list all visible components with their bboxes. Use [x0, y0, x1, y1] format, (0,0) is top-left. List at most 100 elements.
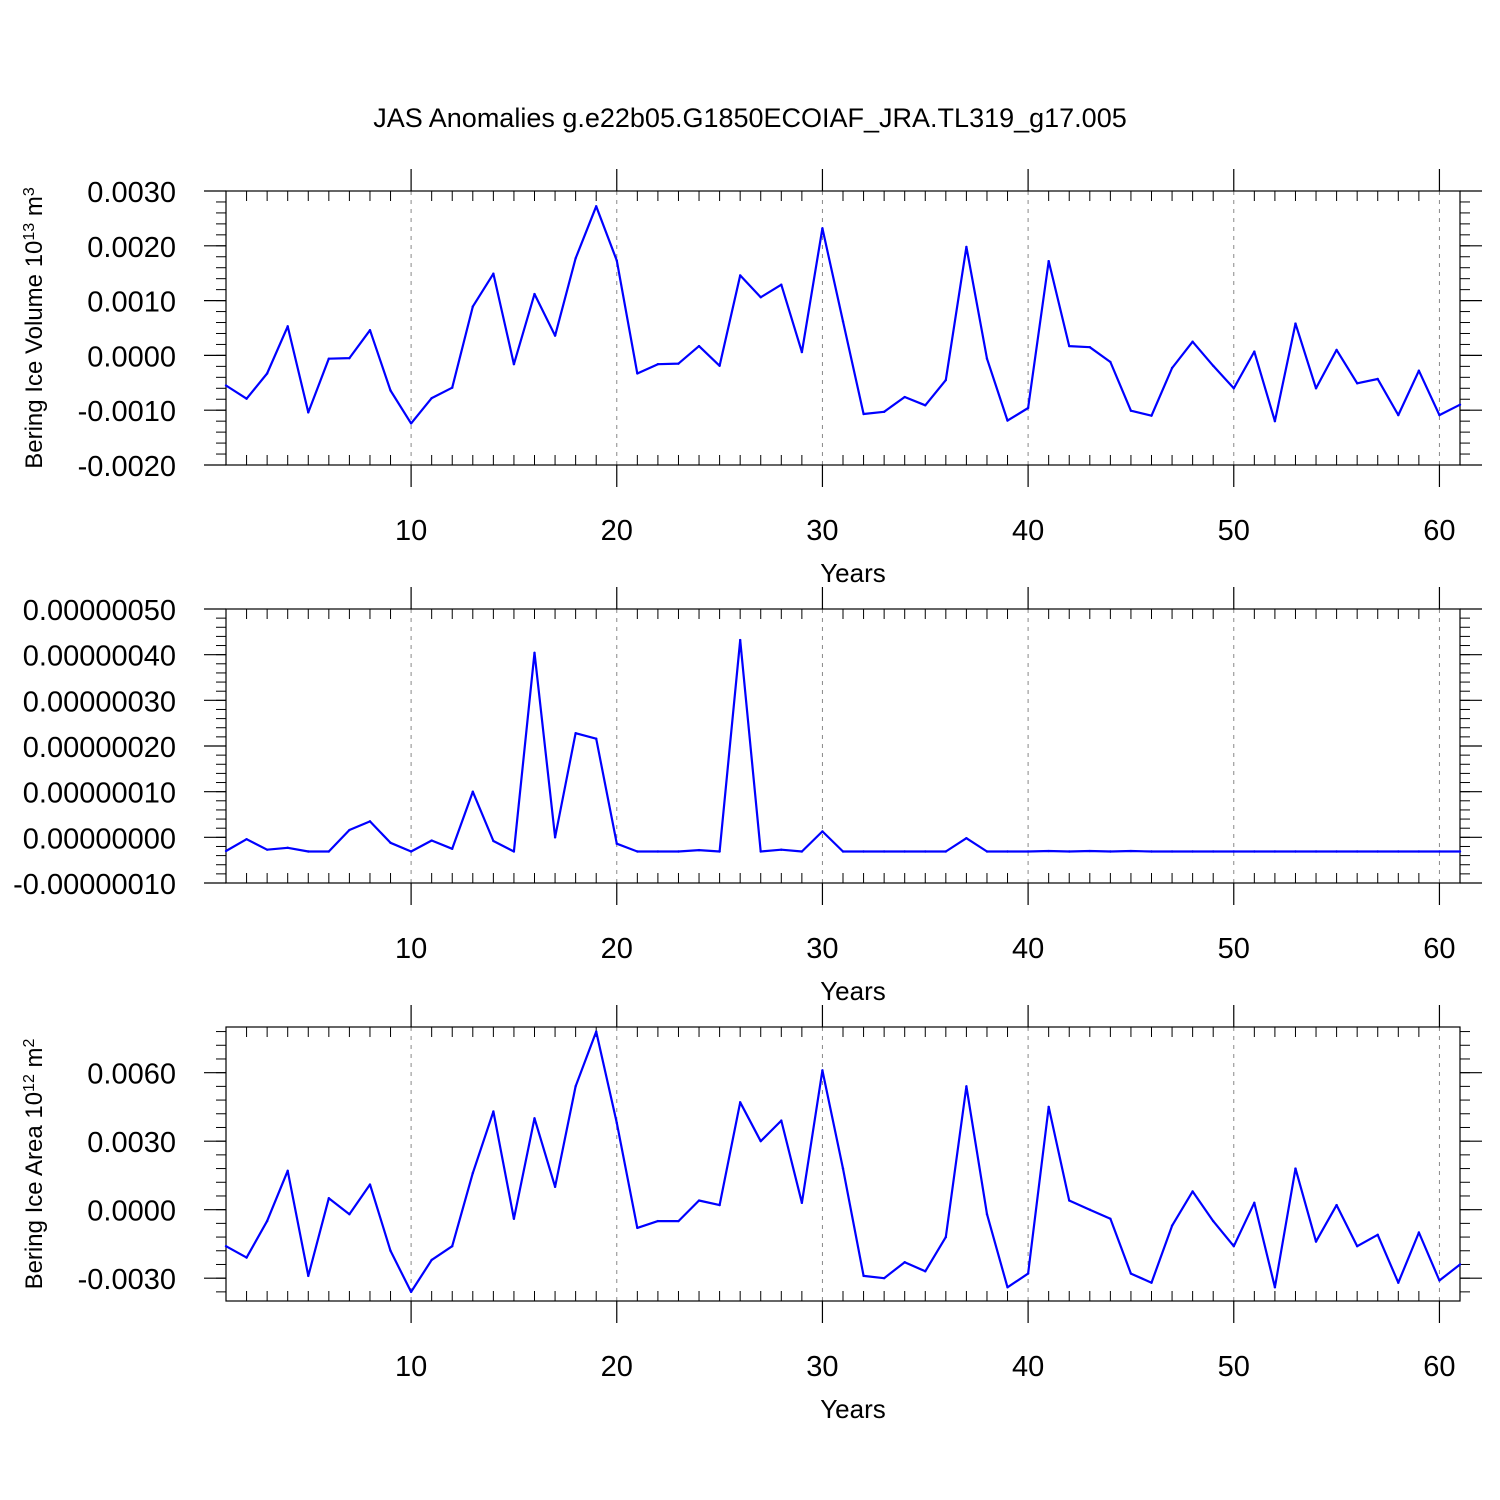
data-point [389, 1249, 392, 1252]
data-point [265, 1219, 269, 1223]
data-point [1129, 409, 1133, 412]
data-point [1273, 419, 1277, 423]
data-point [1068, 850, 1071, 853]
data-point [430, 839, 433, 842]
data-point [1006, 850, 1009, 853]
data-point [821, 1069, 824, 1072]
data-point [1026, 406, 1030, 410]
x-tick-label: 30 [806, 933, 838, 965]
data-point [821, 830, 824, 833]
data-point [862, 850, 865, 853]
data-point [636, 1226, 639, 1230]
data-point [615, 1121, 618, 1125]
data-point [1129, 849, 1133, 853]
y-tick-label: 0.0000 [87, 1196, 176, 1228]
data-point [882, 850, 886, 853]
x-tick-label: 40 [1012, 515, 1044, 547]
data-point [821, 227, 824, 230]
data-point [738, 1101, 742, 1104]
data-point [697, 848, 701, 852]
data-point [1170, 366, 1174, 370]
data-point [1417, 850, 1421, 853]
data-point [615, 259, 618, 262]
x-tick-label: 50 [1218, 1351, 1250, 1383]
data-point [1088, 345, 1092, 349]
data-point [1170, 850, 1174, 853]
data-point [533, 1117, 536, 1120]
data-point [1232, 1245, 1235, 1248]
data-point [1253, 850, 1256, 853]
data-point [553, 836, 557, 839]
data-point [759, 296, 762, 299]
data-point [1397, 1281, 1400, 1284]
data-point [368, 328, 372, 332]
data-point [574, 1085, 577, 1088]
data-point [533, 292, 536, 296]
data-point [903, 395, 906, 399]
data-point [451, 847, 454, 850]
data-point [924, 1270, 927, 1273]
y-tick-label: 0.0000 [87, 341, 176, 373]
y-axis-label: Bering Ice Area 1012 m2 [21, 1038, 49, 1289]
x-tick-label: 20 [601, 933, 633, 965]
data-point [389, 389, 392, 392]
data-point [1355, 1245, 1359, 1248]
data-point [677, 362, 680, 365]
data-point [1150, 1281, 1153, 1284]
data-point [1438, 413, 1441, 417]
x-tick-label: 50 [1218, 515, 1250, 547]
data-point [492, 839, 495, 843]
chart-panel-2: 10 20 30 40 50 60 -0.00000010 0.00000000 0.00000… [13, 587, 1482, 1006]
data-point [1294, 850, 1297, 853]
data-point [1438, 850, 1441, 853]
chart-panels: 10 20 30 40 50 60 -0.0020 -0.0010 0.0000 0.0010 0.… [13, 169, 1482, 1424]
data-point [882, 1276, 886, 1280]
data-point [1212, 1219, 1215, 1223]
data-point [409, 422, 413, 425]
x-tick-label: 20 [601, 1351, 633, 1383]
y-tick-label: 0.00000000 [23, 823, 176, 855]
data-point [656, 850, 660, 853]
data-point [1006, 419, 1009, 422]
chart-panel-3: 10 20 30 40 50 60 -0.0030 0.0000 0.0030 0.0060 Yea… [21, 1005, 1482, 1424]
data-point [430, 1258, 433, 1262]
data-point [985, 357, 989, 360]
data-point [595, 1030, 598, 1033]
y-tick-label: -0.00000010 [13, 869, 176, 901]
data-point [409, 850, 413, 853]
data-point [1047, 849, 1050, 853]
data-point [471, 790, 474, 793]
data-point [1129, 1272, 1133, 1275]
y-tick-label: 0.00000010 [23, 778, 176, 810]
data-point [1109, 850, 1112, 853]
data-point [574, 732, 577, 735]
data-point [862, 412, 865, 416]
data-point [1088, 1208, 1092, 1211]
data-point [718, 1203, 721, 1207]
x-tick-label: 50 [1218, 933, 1250, 965]
data-point [965, 1085, 968, 1088]
data-point [1273, 850, 1277, 853]
data-point [389, 841, 392, 845]
y-axis-label: Bering Ice Volume 1013 m3 [21, 187, 49, 469]
data-point [718, 364, 721, 368]
data-point [245, 397, 248, 400]
data-point [492, 272, 495, 275]
data-point [759, 1139, 762, 1143]
data-point [1212, 364, 1215, 368]
data-point [1212, 850, 1215, 853]
data-point [738, 274, 742, 277]
data-point [307, 1274, 310, 1278]
data-point [780, 283, 783, 286]
data-point [1417, 1231, 1421, 1234]
data-point [224, 384, 228, 387]
data-point [1376, 1233, 1379, 1236]
data-point [1068, 344, 1071, 348]
data-point [1253, 1201, 1256, 1205]
y-tick-label: -0.0010 [78, 396, 176, 428]
data-point [677, 1219, 680, 1223]
data-point [492, 1110, 495, 1113]
data-point [533, 651, 536, 655]
data-point [800, 1201, 804, 1205]
